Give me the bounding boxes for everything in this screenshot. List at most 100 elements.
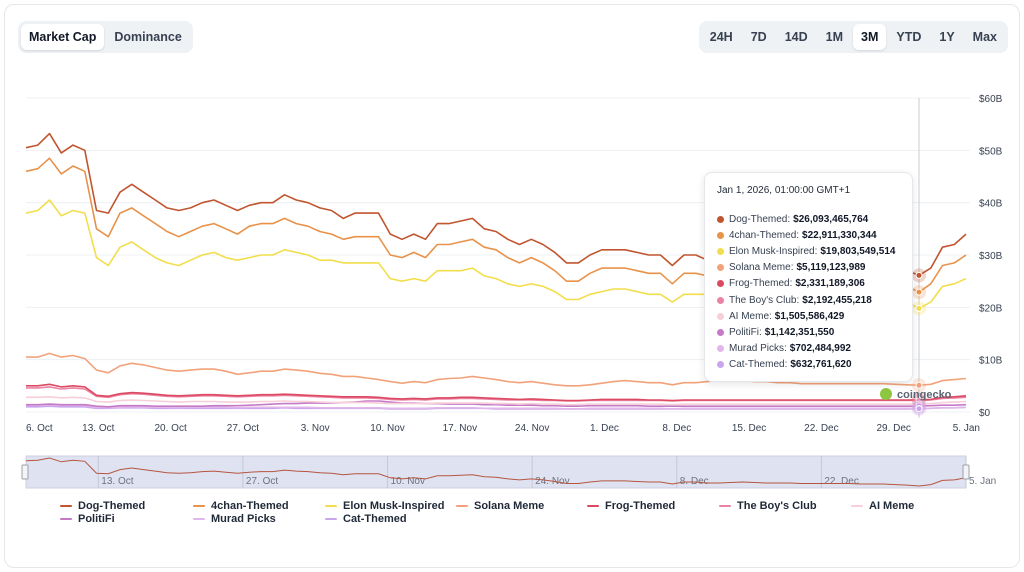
legend-line-icon [719, 505, 731, 507]
y-tick-label: $30B [979, 251, 1003, 262]
range-toggle: 24H 7D 14D 1M 3M YTD 1Y Max [698, 21, 1008, 53]
metric-toggle: Market Cap Dominance [18, 21, 193, 53]
legend-label: Solana Meme [474, 500, 545, 512]
range-max[interactable]: Max [965, 24, 1005, 50]
x-tick-label: 27. Oct [227, 423, 259, 434]
tooltip-row: Dog-Themed: $26,093,465,764 [717, 211, 900, 227]
hover-point [915, 304, 923, 312]
x-tick-label: 5. Jan [953, 423, 980, 434]
legend-label: Cat-Themed [343, 513, 407, 525]
tooltip-series-name: The Boy's Club: [729, 294, 800, 306]
y-tick-label: $50B [979, 146, 1003, 157]
legend-label: 4chan-Themed [211, 500, 289, 512]
tooltip-series-value: $1,505,586,429 [774, 310, 845, 322]
series-line-murad-picks[interactable] [26, 403, 967, 410]
x-tick-label: 3. Nov [301, 423, 330, 434]
coingecko-logo-icon [880, 388, 892, 400]
x-tick-label: 10. Nov [370, 423, 404, 434]
x-tick-label: 13. Oct [82, 423, 114, 434]
x-axis: 6. Oct 13. Oct 20. Oct 27. Oct 3. Nov 10. Nov… [26, 423, 980, 434]
navigator-line [25, 457, 967, 487]
tooltip-row: Frog-Themed: $2,331,189,306 [717, 276, 900, 292]
hover-point [915, 288, 923, 296]
legend-item-the-boy-s-club[interactable]: The Boy's Club [719, 500, 817, 512]
legend-label: PolitiFi [78, 513, 115, 525]
x-tick-label: 8. Dec [662, 423, 691, 434]
navigator-tick-label: 22. Dec [824, 476, 858, 487]
tooltip-row: AI Meme: $1,505,586,429 [717, 308, 900, 324]
tab-market-cap[interactable]: Market Cap [21, 24, 105, 50]
x-tick-label: 17. Nov [443, 423, 477, 434]
hover-point [915, 381, 923, 389]
x-tick-label: 24. Nov [515, 423, 549, 434]
series-line-solana-meme[interactable] [26, 352, 967, 387]
legend-item-dog-themed[interactable]: Dog-Themed [60, 500, 145, 512]
y-tick-label: $60B [979, 94, 1003, 105]
tooltip-series-value: $632,761,620 [790, 359, 852, 371]
legend-item-cat-themed[interactable]: Cat-Themed [325, 513, 407, 525]
range-7d[interactable]: 7D [743, 24, 775, 50]
y-tick-label: $0 [979, 408, 991, 419]
tooltip-series-name: Dog-Themed: [729, 213, 791, 225]
tooltip-series-value: $702,484,992 [789, 343, 851, 355]
tooltip-series-name: Cat-Themed: [729, 359, 788, 371]
tooltip-series-value: $22,911,330,344 [802, 229, 877, 241]
tooltip-row: Elon Musk-Inspired: $19,803,549,514 [717, 243, 900, 259]
tooltip-series-name: AI Meme: [729, 310, 772, 322]
range-24h[interactable]: 24H [702, 24, 741, 50]
navigator-window[interactable] [25, 455, 967, 489]
tooltip-series-name: Solana Meme: [729, 262, 794, 274]
tooltip-series-value: $5,119,123,989 [796, 262, 866, 274]
legend-line-icon [587, 505, 599, 507]
series-line-frog-themed[interactable] [26, 383, 967, 402]
legend-line-icon [193, 518, 205, 520]
tab-dominance[interactable]: Dominance [106, 24, 189, 50]
range-ytd[interactable]: YTD [888, 24, 929, 50]
legend-label: AI Meme [869, 500, 915, 512]
range-1m[interactable]: 1M [818, 24, 851, 50]
legend-item-4chan-themed[interactable]: 4chan-Themed [193, 500, 289, 512]
legend-item-politifi[interactable]: PolitiFi [60, 513, 115, 525]
legend-item-solana-meme[interactable]: Solana Meme [456, 500, 544, 512]
x-tick-label: 6. Oct [26, 423, 53, 434]
tooltip-series-value: $2,331,189,306 [795, 278, 865, 290]
range-3m[interactable]: 3M [853, 24, 887, 50]
range-1y[interactable]: 1Y [931, 24, 962, 50]
series-dot-icon [717, 264, 724, 272]
legend-line-icon [193, 505, 205, 507]
series-line-ai-meme[interactable] [26, 396, 967, 406]
tooltip-series-value: $19,803,549,514 [820, 245, 896, 257]
x-tick-label: 1. Dec [590, 423, 619, 434]
series-dot-icon [717, 312, 724, 320]
y-tick-label: $10B [979, 356, 1003, 367]
legend-line-icon [851, 505, 863, 507]
tooltip-series-name: Elon Musk-Inspired: [729, 245, 818, 257]
legend-item-murad-picks[interactable]: Murad Picks [193, 513, 276, 525]
legend-item-frog-themed[interactable]: Frog-Themed [587, 500, 675, 512]
legend-label: Elon Musk-Inspired [343, 500, 445, 512]
navigator-tick-label: 5. Jan [969, 476, 996, 487]
legend-line-icon [325, 505, 337, 507]
tooltip-series-name: PolitiFi: [729, 326, 762, 338]
navigator-handle-right[interactable] [962, 464, 970, 480]
legend-item-ai-meme[interactable]: AI Meme [851, 500, 914, 512]
series-dot-icon [717, 328, 724, 336]
tooltip-series-name: 4chan-Themed: [729, 229, 800, 241]
tooltip-series-name: Murad Picks: [729, 343, 787, 355]
navigator-handle-left[interactable] [21, 464, 29, 480]
legend-line-icon [456, 505, 468, 507]
range-14d[interactable]: 14D [777, 24, 816, 50]
tooltip-series-value: $1,142,351,550 [764, 326, 835, 338]
navigator[interactable]: 13. Oct 27. Oct 10. Nov 24. Nov 8. Dec 22. De… [21, 455, 996, 489]
x-tick-label: 29. Dec [876, 423, 910, 434]
hover-markers [912, 268, 926, 416]
x-tick-label: 20. Oct [154, 423, 186, 434]
series-dot-icon [717, 361, 724, 369]
y-axis: $0 $10B $20B $30B $40B $50B $60B [979, 94, 1003, 419]
series-line-politifi[interactable] [26, 400, 967, 408]
watermark-text: coingecko [897, 389, 952, 401]
series-dot-icon [717, 296, 724, 304]
legend-line-icon [60, 505, 72, 507]
legend-item-elon-musk-inspired[interactable]: Elon Musk-Inspired [325, 500, 444, 512]
tooltip-row: 4chan-Themed: $22,911,330,344 [717, 227, 900, 243]
